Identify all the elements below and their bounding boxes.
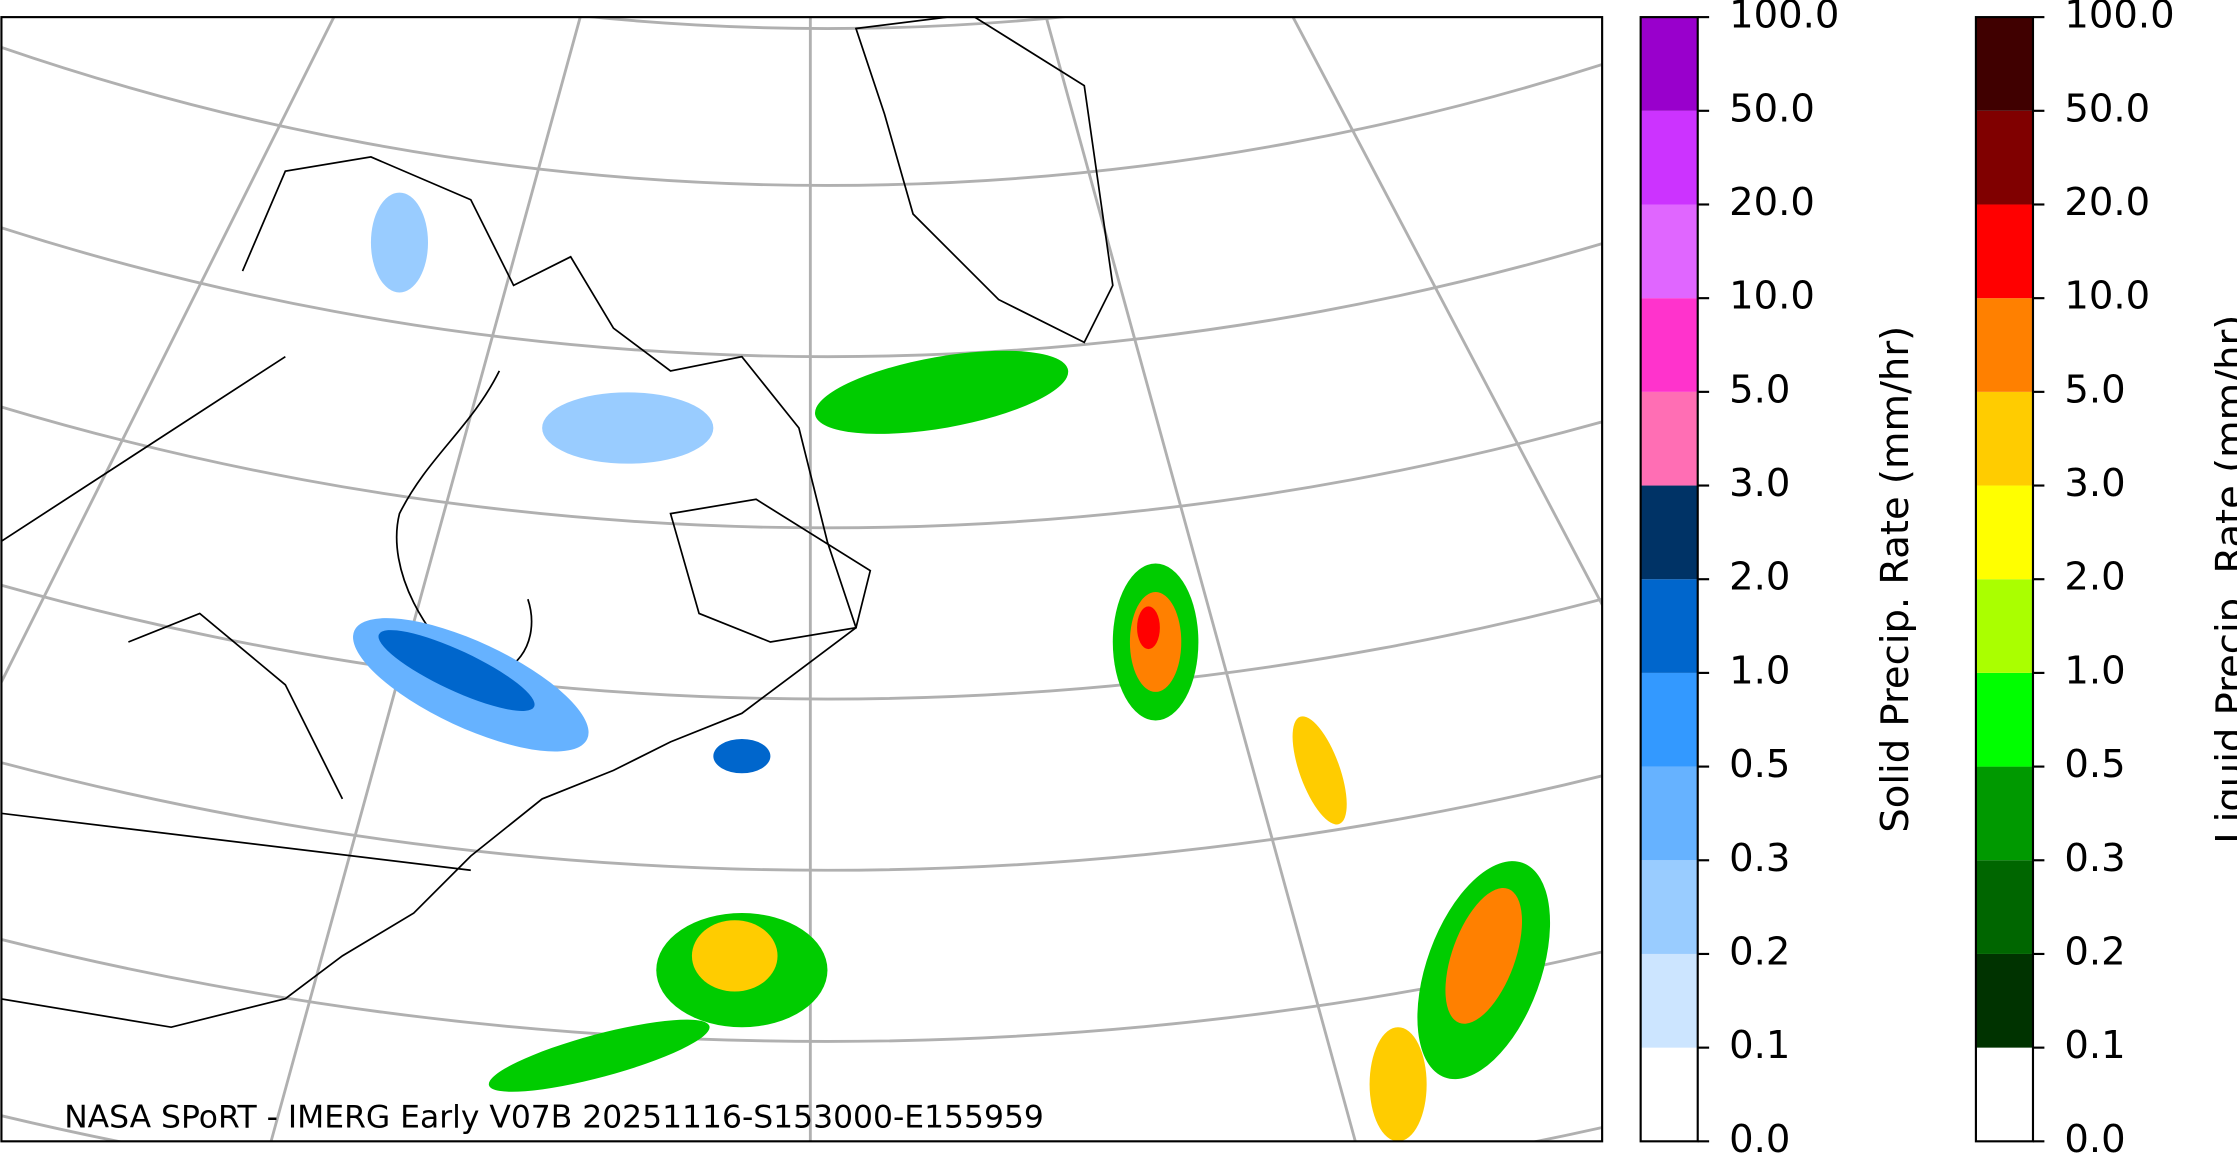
colorbar-label: Liquid Precip. Rate (mm/hr) — [2208, 315, 2237, 844]
colorbar-segment — [1975, 1047, 2033, 1142]
colorbar-tick-label: 3.0 — [1729, 461, 1790, 506]
colorbar-tick-label: 0.0 — [2064, 1117, 2125, 1162]
colorbar-segment — [1975, 110, 2033, 205]
colorbar-tick-label: 0.5 — [2064, 742, 2125, 787]
colorbar-tick-label: 0.0 — [1729, 1117, 1790, 1162]
colorbar-segment — [1640, 766, 1698, 861]
colorbar-label: Solid Precip. Rate (mm/hr) — [1873, 326, 1918, 833]
colorbar-tick-label: 3.0 — [2064, 461, 2125, 506]
colorbar-segment — [1975, 579, 2033, 673]
colorbar-tick-label: 5.0 — [2064, 367, 2125, 412]
colorbar-tick-label: 100.0 — [1729, 0, 1839, 38]
colorbar-tick-label: 0.1 — [2064, 1023, 2125, 1068]
colorbar-tick-label: 2.0 — [1729, 555, 1790, 600]
colorbar-tick-label: 50.0 — [2064, 86, 2150, 131]
colorbar-tick-label: 20.0 — [1729, 180, 1815, 225]
colorbar-segment — [1640, 110, 1698, 205]
colorbar-segment — [1640, 953, 1698, 1048]
colorbar-tick-label: 50.0 — [1729, 86, 1815, 131]
colorbar-tick-label: 0.3 — [2064, 836, 2125, 881]
colorbar-tick-label: 0.5 — [1729, 742, 1790, 787]
colorbar-segment — [1640, 1047, 1698, 1142]
colorbar-segment — [1640, 17, 1698, 111]
colorbar-tick-label: 100.0 — [2064, 0, 2174, 38]
colorbar-segment — [1975, 204, 2033, 299]
colorbar-segment — [1975, 298, 2033, 392]
colorbar-segment — [1640, 672, 1698, 767]
colorbar-tick-label: 1.0 — [1729, 648, 1790, 693]
colorbar-segment — [1975, 860, 2033, 954]
colorbar-tick-label: 0.3 — [1729, 836, 1790, 881]
colorbar-segment — [1975, 485, 2033, 580]
colorbar-tick-label: 1.0 — [2064, 648, 2125, 693]
colorbar-segment — [1640, 298, 1698, 392]
colorbar-segment — [1975, 391, 2033, 486]
colorbar-segment — [1975, 766, 2033, 861]
colorbar-tick-label: 10.0 — [2064, 274, 2150, 319]
map-frame — [0, 16, 1604, 1143]
colorbar-segment — [1640, 579, 1698, 673]
colorbar-segment — [1975, 672, 2033, 767]
colorbar-tick-label: 0.2 — [1729, 929, 1790, 974]
colorbar-segment — [1975, 953, 2033, 1048]
colorbar-segment — [1640, 204, 1698, 299]
caption: NASA SPoRT - IMERG Early V07B 20251116-S… — [64, 1099, 1044, 1135]
colorbar-segment — [1640, 391, 1698, 486]
colorbar-segment — [1975, 17, 2033, 111]
colorbar-tick-label: 0.2 — [2064, 929, 2125, 974]
precipitation — [353, 192, 1551, 1142]
colorbar-tick-label: 2.0 — [2064, 555, 2125, 600]
colorbar-segment — [1640, 860, 1698, 954]
colorbar-tick-label: 10.0 — [1729, 274, 1815, 319]
colorbar-segment — [1640, 485, 1698, 580]
colorbar-tick-label: 0.1 — [1729, 1023, 1790, 1068]
colorbar-tick-label: 5.0 — [1729, 367, 1790, 412]
colorbar-tick-label: 20.0 — [2064, 180, 2150, 225]
coastlines — [1, 17, 1114, 1029]
